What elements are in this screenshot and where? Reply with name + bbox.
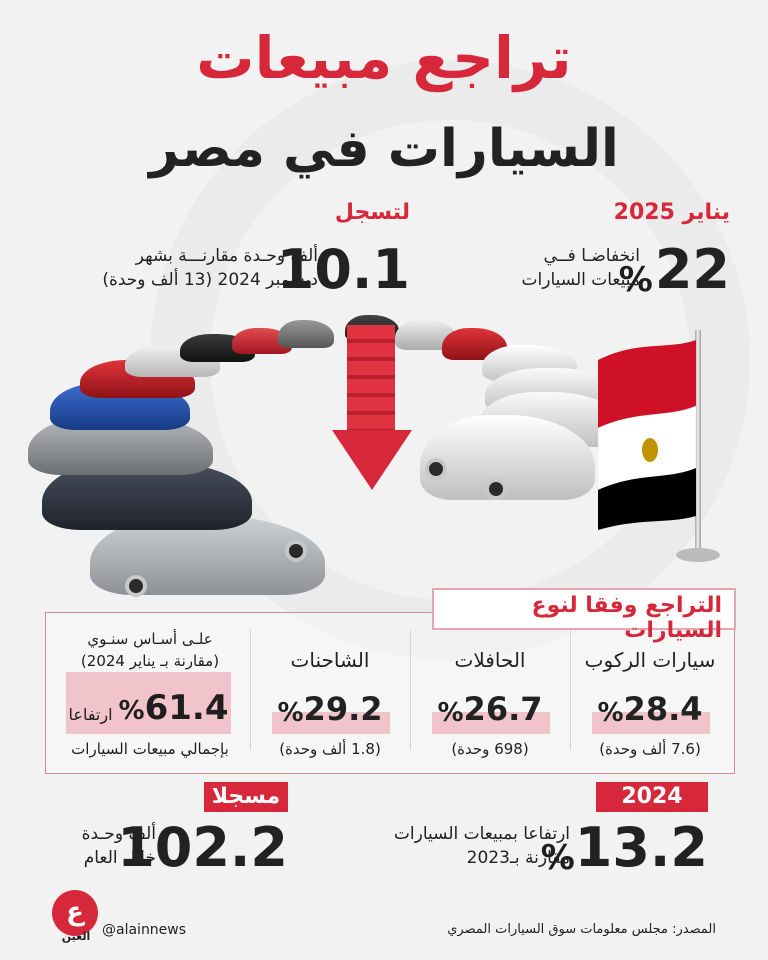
yearly-value-group: %61.4 — [119, 688, 229, 728]
top-left-desc: ألف وحـدة مقارنـــة بشهر ديسمبر 2024 (13… — [102, 244, 318, 292]
top-right-date: يناير 2025 — [613, 200, 730, 225]
down-arrow-icon — [347, 325, 395, 435]
highlight-bar — [272, 712, 390, 734]
top-left-value: 10.1 — [276, 238, 410, 301]
percent-sign: % — [437, 698, 464, 728]
yearly-highlight — [66, 672, 231, 734]
yearly-value: 61.4 — [144, 688, 229, 728]
category-value-number: 29.2 — [303, 690, 383, 728]
category-sub-trucks: (1.8 ألف وحدة) — [279, 740, 381, 758]
bottom-left-desc-line-2: خلال العام — [83, 848, 156, 868]
bottom-right-desc-line-2: مقارنة بـ2023 — [466, 848, 570, 868]
top-right-desc: انخفاضـا فــي مبيعات السيارات — [522, 244, 640, 292]
category-sub-buses: (698 وحدة) — [451, 740, 529, 758]
column-divider — [410, 630, 411, 750]
flag-pole-base — [676, 548, 720, 562]
wheel — [485, 478, 507, 500]
yearly-line-3: بإجمالي مبيعات السيارات — [71, 740, 229, 758]
percent-sign: % — [597, 698, 624, 728]
bottom-right-desc-line-1: ارتفاعا بمبيعات السيارات — [393, 824, 570, 844]
title-line-1: تراجع مبيعات — [196, 24, 572, 92]
bottom-left-desc-line-1: ألف وحـدة — [81, 824, 156, 844]
wheel — [285, 540, 307, 562]
category-panel-title-bar: التراجع وفقا لنوع السيارات — [432, 588, 736, 643]
category-value-number: 26.7 — [463, 690, 543, 728]
column-divider — [250, 630, 251, 750]
bottom-right-value: 13.2 — [574, 816, 708, 879]
top-left-desc-line-2: ديسمبر 2024 (13 ألف وحدة) — [102, 270, 318, 290]
bottom-right-desc: ارتفاعا بمبيعات السيارات مقارنة بـ2023 — [394, 822, 570, 870]
top-right-desc-line-1: انخفاضـا فــي — [543, 246, 640, 266]
badge-2024: 2024 — [596, 782, 708, 812]
category-value-passenger: % 28.4 — [575, 690, 725, 728]
car-white-suv — [420, 415, 595, 500]
social-handle[interactable]: @alainnews — [102, 922, 187, 938]
yearly-line-2: (مقارنة بـ يناير 2024) — [80, 652, 220, 670]
top-right-desc-line-2: مبيعات السيارات — [521, 270, 640, 290]
alain-logo-icon: ع — [52, 890, 98, 936]
category-label-buses: الحافلات — [454, 648, 526, 672]
percent-sign: % — [540, 838, 575, 878]
category-sub-passenger: (7.6 ألف وحدة) — [599, 740, 701, 758]
car-grey-2 — [278, 320, 334, 348]
source-text: المصدر: مجلس معلومات سوق السيارات المصري — [447, 922, 716, 937]
yearly-value-row: %61.4 ارتفاعا — [66, 688, 231, 728]
bottom-left-value: 102.2 — [117, 816, 288, 879]
down-arrow-head — [332, 430, 412, 490]
category-value-number: 28.4 — [623, 690, 703, 728]
bottom-left-desc: ألف وحـدة خلال العام — [82, 822, 156, 870]
egypt-flag-icon — [598, 340, 696, 530]
category-label-passenger: سيارات الركوب — [584, 648, 716, 672]
category-value-trucks: % 29.2 — [255, 690, 405, 728]
category-panel-title: التراجع وفقا لنوع السيارات — [531, 593, 722, 643]
top-left-desc-line-1: ألف وحـدة مقارنـــة بشهر — [135, 246, 318, 266]
yearly-header: علـى أسـاس سنـوي (مقارنة بـ يناير 2024) — [55, 628, 245, 672]
flag-pole — [695, 330, 701, 555]
category-label-trucks: الشاحنات — [290, 648, 370, 672]
badge-recorded: مسجلا — [204, 782, 288, 812]
highlight-bar — [432, 712, 550, 734]
bottom-right-stat: % 13.2 — [540, 816, 708, 879]
column-divider — [570, 630, 571, 750]
yearly-word: ارتفاعا — [68, 705, 113, 724]
highlight-bar — [592, 712, 710, 734]
yearly-line-1: علـى أسـاس سنـوي — [87, 630, 213, 648]
category-value-buses: % 26.7 — [415, 690, 565, 728]
wheel — [125, 575, 147, 597]
top-right-value: 22 — [654, 238, 730, 301]
top-right-stat: % 22 — [618, 238, 730, 301]
wheel — [425, 458, 447, 480]
top-left-heading: لتسجل — [334, 200, 410, 225]
alain-logo-text: العين — [61, 930, 91, 943]
percent-sign: % — [277, 698, 304, 728]
cars-scene — [0, 300, 768, 600]
percent-sign: % — [118, 696, 145, 726]
title-line-2: السيارات في مصر — [149, 119, 619, 179]
top-right-percent-sign: % — [618, 260, 653, 300]
